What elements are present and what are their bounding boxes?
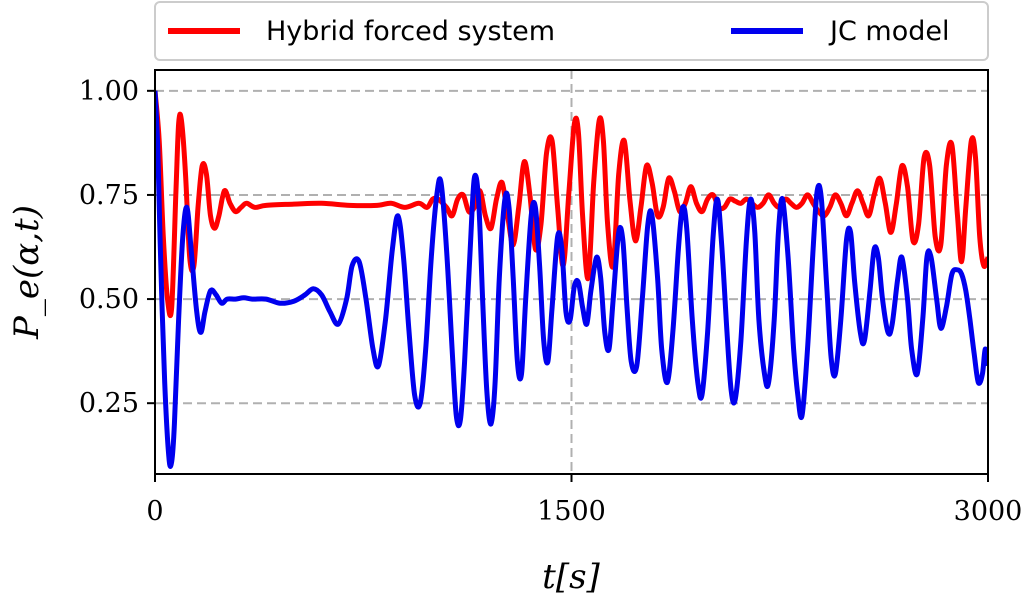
y-axis-label-text: P_e(α,t) <box>7 205 47 340</box>
legend-box <box>154 1 989 61</box>
plot-area <box>155 90 988 469</box>
legend-label-jc: JC model <box>828 16 949 47</box>
series-line-0 <box>155 90 988 319</box>
y-tick-label-0: 0.25 <box>79 388 139 419</box>
x-axis-label-text: t[s] <box>542 557 600 597</box>
y-tick-label-3: 1.00 <box>79 76 139 107</box>
legend-label-hybrid: Hybrid forced system <box>266 16 555 47</box>
x-tick-label-1: 1500 <box>537 496 606 527</box>
x-tick-label-2: 3000 <box>954 496 1023 527</box>
series-line-1 <box>155 90 988 469</box>
x-tick-label-0: 0 <box>146 496 163 527</box>
gridlines <box>155 70 988 474</box>
y-axis: 0.25 0.50 0.75 1.00 <box>79 76 155 419</box>
y-tick-label-1: 0.50 <box>79 284 139 315</box>
legend: Hybrid forced system JC model <box>154 1 989 61</box>
x-axis-label: t[s] <box>542 557 600 597</box>
x-axis: 0 1500 3000 <box>146 474 1022 527</box>
y-tick-label-2: 0.75 <box>79 180 139 211</box>
y-axis-label: P_e(α,t) <box>7 205 47 340</box>
